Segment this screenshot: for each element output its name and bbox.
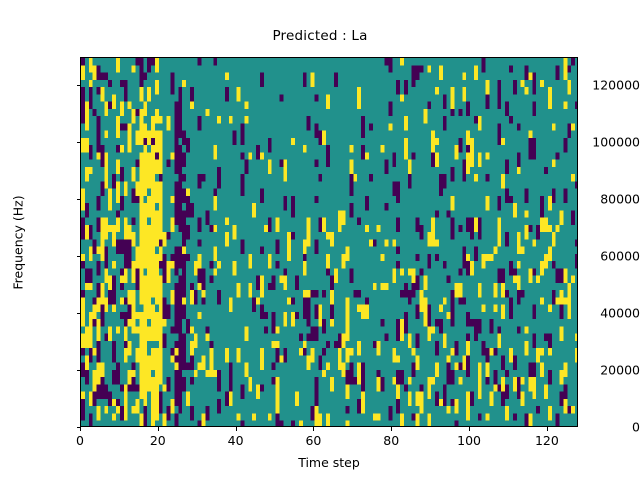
y-tick-label: 120000 <box>592 77 640 93</box>
x-tick-label: 80 <box>383 433 400 448</box>
x-tick-label: 40 <box>227 433 244 448</box>
y-tick-label: 40000 <box>600 305 640 321</box>
y-tick-mark <box>76 85 80 86</box>
heatmap-image <box>81 58 577 426</box>
x-tick-label: 0 <box>76 433 84 448</box>
y-tick-mark <box>76 313 80 314</box>
x-tick-mark <box>469 427 470 431</box>
x-tick-mark <box>313 427 314 431</box>
y-tick-mark <box>76 256 80 257</box>
y-tick-label: 80000 <box>600 191 640 207</box>
x-tick-mark <box>391 427 392 431</box>
x-tick-label: 20 <box>149 433 166 448</box>
x-tick-mark <box>80 427 81 431</box>
x-tick-mark <box>547 427 548 431</box>
x-axis-label: Time step <box>298 455 360 470</box>
y-tick-label: 60000 <box>600 248 640 264</box>
y-tick-label: 20000 <box>600 362 640 378</box>
y-axis-label: Frequency (Hz) <box>10 195 26 290</box>
x-tick-label: 120 <box>534 433 559 448</box>
page-title: Predicted : La <box>272 28 368 44</box>
y-tick-mark <box>76 427 80 428</box>
x-tick-mark <box>158 427 159 431</box>
x-tick-label: 60 <box>305 433 322 448</box>
y-tick-label: 0 <box>632 419 640 435</box>
y-tick-mark <box>76 370 80 371</box>
x-tick-label: 100 <box>457 433 481 448</box>
heatmap-axes <box>80 57 578 427</box>
y-tick-mark <box>76 199 80 200</box>
x-tick-mark <box>236 427 237 431</box>
y-axis-label-wrapper: Frequency (Hz) <box>0 57 26 427</box>
y-tick-label: 100000 <box>592 134 640 150</box>
y-tick-mark <box>76 142 80 143</box>
